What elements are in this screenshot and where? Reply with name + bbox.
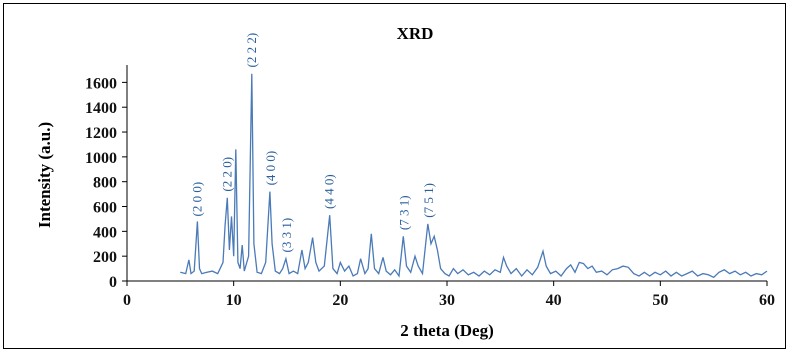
y-tick-label: 600 <box>93 200 117 217</box>
data-line <box>180 73 768 279</box>
y-axis-label: Intensity (a.u.) <box>35 122 54 228</box>
peak-annotation: (7 3 1) <box>396 195 411 230</box>
x-tick-label: 40 <box>546 292 562 309</box>
peak-annotation: (7 5 1) <box>421 183 436 218</box>
x-tick-label: 10 <box>226 292 242 309</box>
x-tick-label: 30 <box>439 292 455 309</box>
peak-annotation: (4 0 0) <box>263 151 278 186</box>
y-tick-label: 200 <box>93 249 117 266</box>
y-tick-label: 0 <box>109 274 117 291</box>
chart-title: XRD <box>397 24 434 43</box>
y-tick-label: 1600 <box>85 75 117 92</box>
y-tick-label: 1200 <box>85 125 117 142</box>
chart-border <box>3 3 786 349</box>
x-tick-label: 50 <box>652 292 668 309</box>
x-axis-label: 2 theta (Deg) <box>400 321 493 340</box>
x-tick-label: 60 <box>759 292 775 309</box>
y-tick-label: 1000 <box>85 150 117 167</box>
peak-annotation: (2 2 0) <box>219 157 234 192</box>
y-tick-label: 800 <box>93 175 117 192</box>
y-tick-label: 1400 <box>85 100 117 117</box>
peak-annotation: (2 2 2) <box>244 33 259 68</box>
x-tick-label: 0 <box>123 292 131 309</box>
peak-annotation: (3 3 1) <box>279 218 294 253</box>
x-tick-label: 20 <box>332 292 348 309</box>
y-tick-label: 400 <box>93 224 117 241</box>
peak-annotation: (2 0 0) <box>189 182 204 217</box>
peak-annotation: (4 4 0) <box>322 174 337 209</box>
